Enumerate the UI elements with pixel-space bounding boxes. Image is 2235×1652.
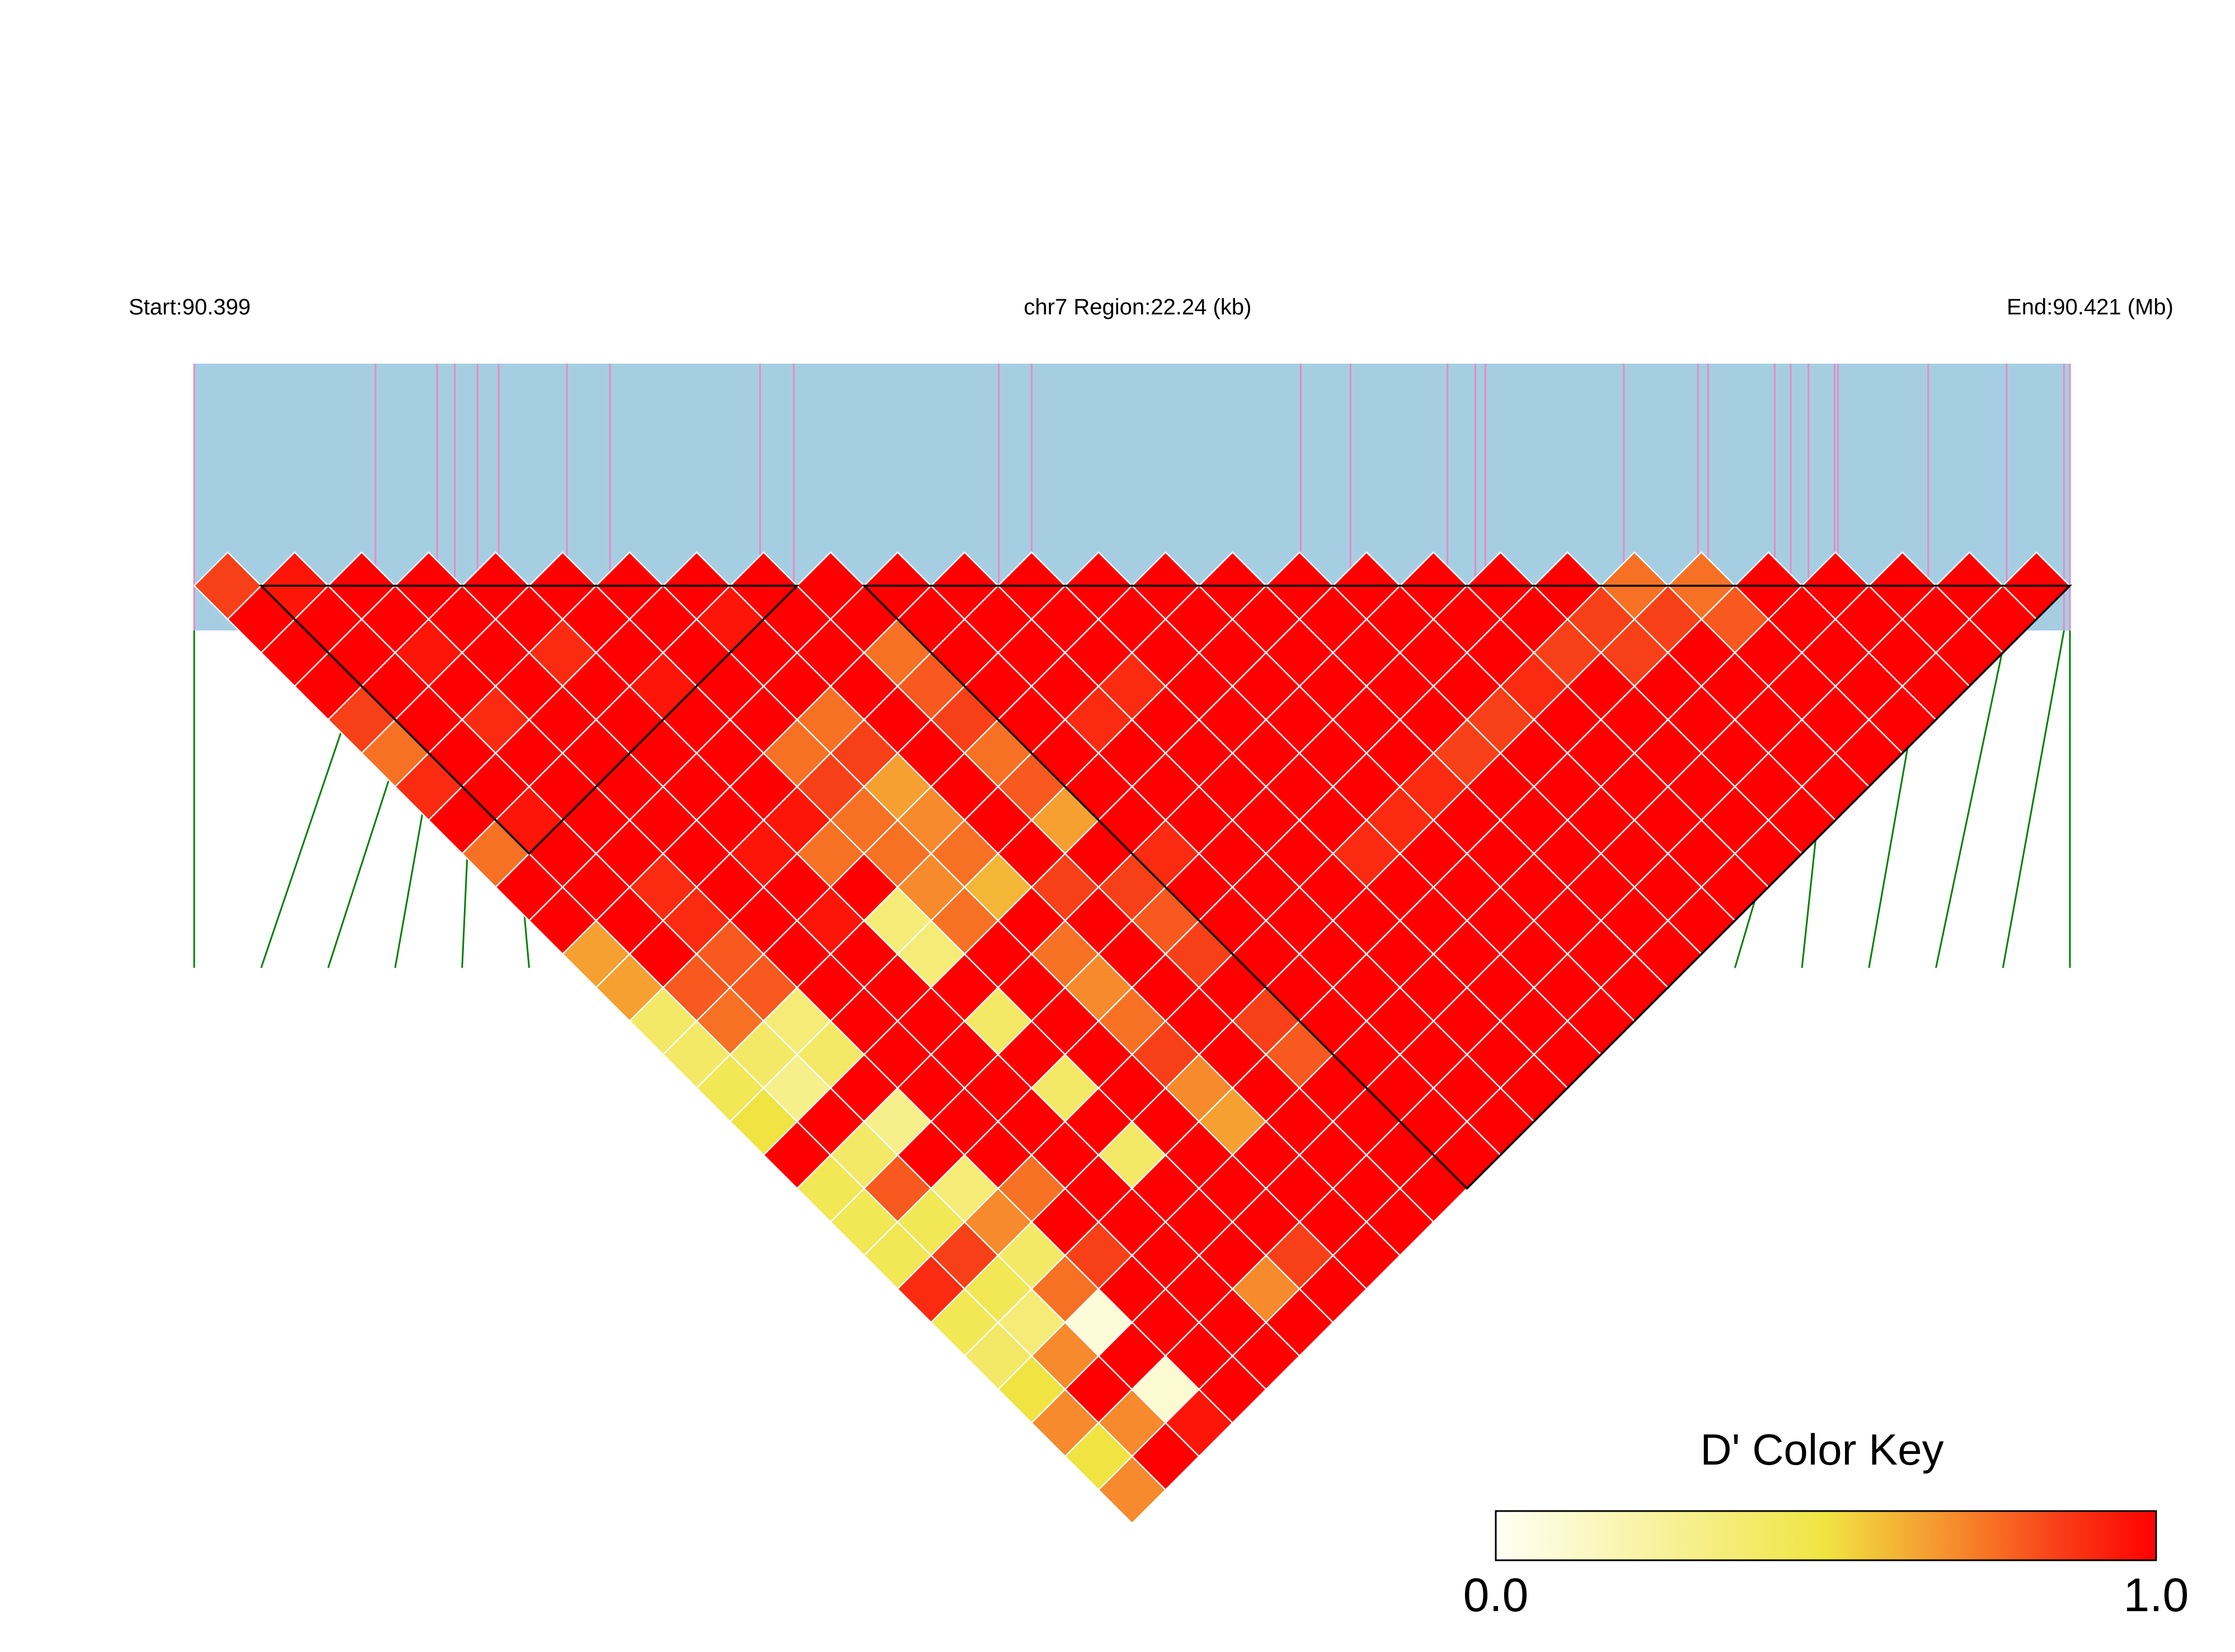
heatmap-cells	[193, 551, 2071, 1524]
snp-connector-line	[1935, 630, 2008, 968]
snp-connector-line	[2002, 630, 2065, 968]
end-label: End:90.421 (Mb)	[2007, 295, 2173, 319]
region-label: chr7 Region:22.24 (kb)	[1024, 295, 1252, 319]
color-key-max-label: 1.0	[2124, 1569, 2189, 1621]
color-key: D' Color Key 0.0 1.0	[1463, 1425, 2189, 1621]
color-key-min-label: 0.0	[1463, 1569, 1529, 1621]
start-label: Start:90.399	[129, 295, 251, 319]
haplotype-block-outline	[861, 585, 2073, 1190]
color-key-title: D' Color Key	[1700, 1425, 1943, 1474]
haplotype-block-outline	[259, 585, 800, 855]
haplotype-block-outlines	[259, 585, 2073, 1190]
color-key-gradient	[1495, 1510, 2157, 1561]
